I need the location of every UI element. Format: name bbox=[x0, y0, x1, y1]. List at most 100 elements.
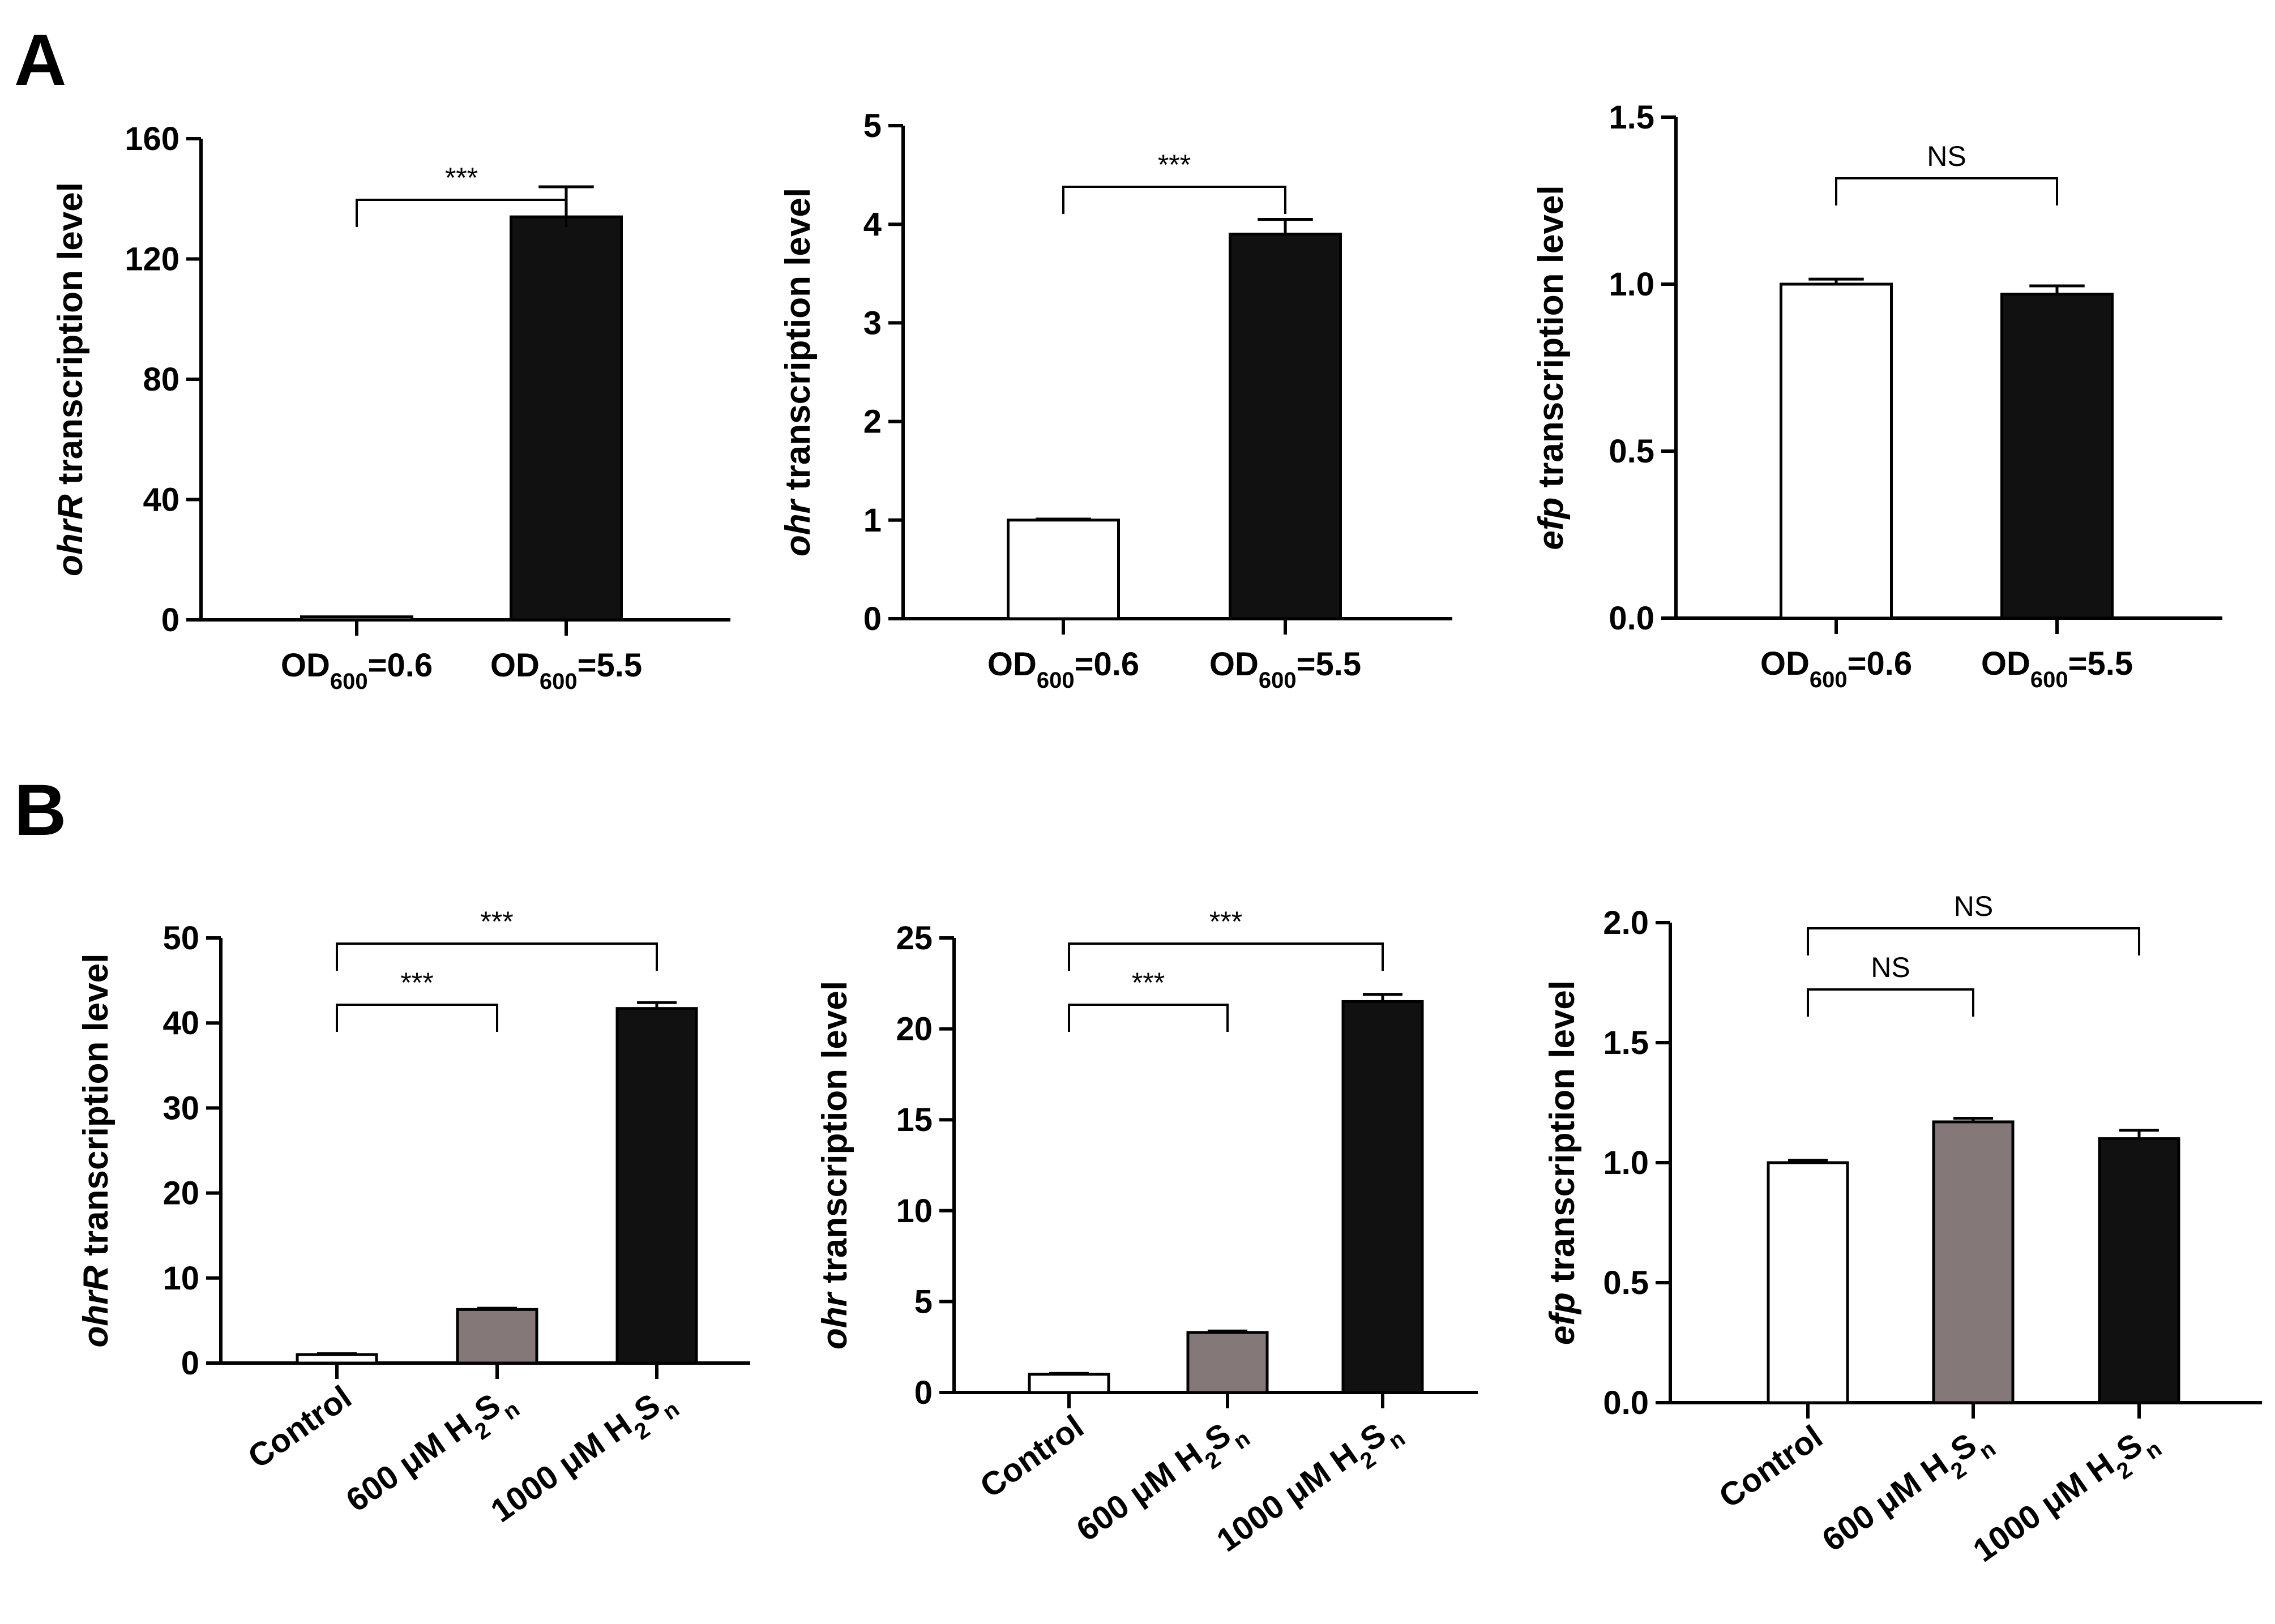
bar bbox=[1767, 1161, 1849, 1404]
x-category-label: OD600=0.6 bbox=[987, 646, 1139, 693]
y-tick-label: 1 bbox=[863, 502, 882, 539]
significance-bracket bbox=[1068, 942, 1384, 971]
significance-bracket bbox=[1835, 177, 2058, 205]
category-subscript: 600 bbox=[1037, 668, 1075, 693]
category-subscript: 600 bbox=[2030, 667, 2068, 692]
x-category-label: 1000 μM H2Sn bbox=[484, 1378, 684, 1538]
significance-bracket bbox=[1068, 1004, 1229, 1032]
y-axis-title: ohrR transcription level bbox=[51, 182, 90, 576]
category-subscript: 600 bbox=[1810, 667, 1848, 692]
significance-bracket bbox=[356, 199, 567, 227]
y-axis-title-rest: transcription level bbox=[51, 182, 90, 494]
category-main: 600 μM H bbox=[1070, 1436, 1209, 1548]
category-main: OD bbox=[490, 647, 540, 684]
x-category-label: OD600=0.6 bbox=[1760, 645, 1912, 692]
y-tick-label: 120 bbox=[125, 241, 179, 278]
x-category-label: OD600=5.5 bbox=[1209, 646, 1361, 693]
panel-label-a: A bbox=[14, 20, 66, 101]
category-main: 1000 μM H bbox=[1966, 1446, 2120, 1569]
significance-bracket bbox=[1062, 186, 1286, 214]
category-main: Control bbox=[1712, 1418, 1829, 1515]
bar bbox=[2098, 1137, 2180, 1404]
category-subscript: n bbox=[1384, 1426, 1410, 1454]
y-axis-title-gene: ohr bbox=[779, 498, 818, 556]
chart-b-ohr: 0 5 10 15 20 25 ohr transcription level Control… bbox=[815, 906, 1478, 1559]
significance-label: *** bbox=[1158, 149, 1191, 181]
y-tick-label: 1.5 bbox=[1603, 1025, 1649, 1061]
y-axis-title-rest: transcription level bbox=[1532, 185, 1571, 497]
x-category-label: Control bbox=[973, 1408, 1090, 1505]
category-suffix: =5.5 bbox=[1297, 646, 1362, 683]
category-main: 600 μM H bbox=[1816, 1446, 1955, 1558]
y-axis-title: efp transcription level bbox=[1543, 980, 1582, 1345]
y-tick-label: 160 bbox=[125, 121, 179, 157]
category-main: Control bbox=[973, 1408, 1090, 1505]
significance-label: *** bbox=[1209, 906, 1242, 937]
y-tick-label: 10 bbox=[896, 1193, 933, 1229]
category-subscript: n bbox=[2141, 1436, 2166, 1464]
category-suffix: =5.5 bbox=[2068, 645, 2133, 682]
y-tick-label: 5 bbox=[863, 108, 882, 144]
category-main: OD bbox=[1209, 646, 1259, 683]
y-axis-title-rest: transcription level bbox=[76, 954, 116, 1266]
y-tick-label: 0.5 bbox=[1609, 433, 1654, 470]
y-axis-title-gene: ohrR bbox=[76, 1266, 116, 1348]
y-tick-label: 25 bbox=[896, 920, 933, 957]
bar bbox=[510, 215, 623, 622]
y-tick-label: 0 bbox=[181, 1345, 199, 1382]
y-tick-label: 20 bbox=[896, 1011, 933, 1048]
y-tick-label: 50 bbox=[162, 920, 199, 957]
category-main: OD bbox=[987, 646, 1037, 683]
chart-b-efp: 0.0 0.5 1.0 1.5 2.0 efp transcription level Co… bbox=[1543, 890, 2262, 1578]
y-tick-label: 1.5 bbox=[1609, 99, 1654, 136]
significance-bracket bbox=[336, 942, 658, 971]
y-axis-title-gene: efp bbox=[1532, 498, 1571, 550]
y-tick-label: 0.5 bbox=[1603, 1265, 1649, 1301]
bar bbox=[1341, 1000, 1424, 1394]
category-subscript: 600 bbox=[1259, 668, 1297, 693]
category-main: 1000 μM H bbox=[484, 1406, 638, 1529]
y-axis-title-gene: efp bbox=[1543, 1292, 1582, 1345]
significance-label: *** bbox=[445, 162, 478, 194]
x-category-label: 1000 μM H2Sn bbox=[1966, 1418, 2166, 1578]
x-category-label: OD600=5.5 bbox=[490, 647, 642, 694]
bar bbox=[296, 1353, 378, 1365]
significance-label: NS bbox=[1871, 952, 1910, 983]
significance-bracket bbox=[1807, 988, 1974, 1017]
x-category-label: OD600=0.6 bbox=[281, 647, 433, 694]
bar bbox=[456, 1308, 538, 1365]
y-tick-label: 1.0 bbox=[1603, 1145, 1649, 1181]
significance-label: *** bbox=[400, 967, 433, 999]
y-tick-label: 80 bbox=[143, 361, 179, 398]
chart-b-ohrR: 0 10 20 30 40 50 ohrR transcription level Contr… bbox=[76, 906, 750, 1538]
bar bbox=[615, 1007, 698, 1365]
category-subscript: n bbox=[1229, 1426, 1255, 1454]
category-suffix: =0.6 bbox=[1848, 645, 1913, 682]
significance-bracket bbox=[1807, 927, 2140, 955]
significance-label: NS bbox=[1954, 890, 1993, 922]
y-tick-label: 15 bbox=[896, 1102, 933, 1138]
category-subscript: n bbox=[499, 1396, 524, 1425]
x-category-label: Control bbox=[241, 1378, 358, 1476]
significance-label: *** bbox=[480, 906, 513, 937]
y-axis-title-rest: transcription level bbox=[779, 188, 818, 500]
category-main: OD bbox=[1760, 645, 1810, 682]
bar bbox=[300, 615, 413, 622]
category-main: Control bbox=[241, 1378, 358, 1476]
y-axis-title: ohrR transcription level bbox=[76, 954, 116, 1348]
bar bbox=[1932, 1120, 2015, 1404]
y-tick-label: 40 bbox=[162, 1005, 199, 1042]
y-tick-label: 10 bbox=[162, 1260, 199, 1297]
y-tick-label: 5 bbox=[914, 1283, 933, 1320]
category-subscript: 600 bbox=[540, 669, 578, 694]
category-suffix: =0.6 bbox=[368, 647, 433, 684]
category-suffix: =5.5 bbox=[578, 647, 643, 684]
category-main: 1000 μM H bbox=[1210, 1436, 1364, 1559]
y-tick-label: 1.0 bbox=[1609, 266, 1654, 303]
category-main: OD bbox=[281, 647, 330, 684]
y-tick-label: 2 bbox=[863, 404, 882, 440]
